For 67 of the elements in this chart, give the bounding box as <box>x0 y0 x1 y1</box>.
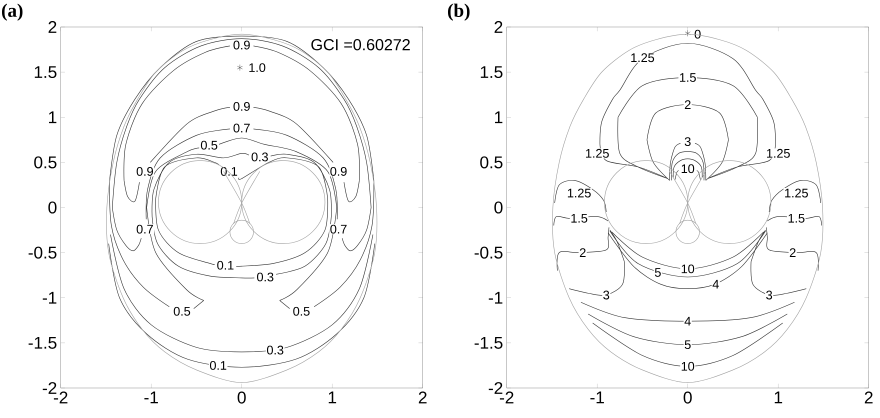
annotation: 0.7 <box>136 224 153 234</box>
annotation: 0.1 <box>220 166 238 176</box>
annotation: 1.25 <box>568 188 591 198</box>
annotation: 1.5 <box>788 214 804 223</box>
y-tick-label: 1 <box>495 111 502 124</box>
y-tick-label: 0 <box>48 201 57 214</box>
annotation: 0.5 <box>174 306 190 316</box>
annotation: 1.25 <box>586 148 609 158</box>
annotation: 4 <box>684 316 691 326</box>
annotation: 0.9 <box>234 102 250 111</box>
y-tick-label: 0.5 <box>480 156 502 168</box>
annotation: 1.25 <box>767 148 790 158</box>
y-tick-label: -0.5 <box>474 246 502 259</box>
x-tick-label: 1 <box>328 392 336 404</box>
y-tick-label: 0.5 <box>34 156 56 168</box>
annotation: 0.3 <box>257 272 274 282</box>
annotation: 3 <box>603 290 610 300</box>
x-tick-label: 0 <box>684 392 692 404</box>
annotation: 0.1 <box>217 260 234 270</box>
annotation: 0.5 <box>293 306 310 316</box>
annotation: 0.3 <box>252 152 268 162</box>
annotation: 2 <box>684 100 691 109</box>
y-tick-label: -1.5 <box>28 336 56 349</box>
x-tick-label: 0 <box>238 392 246 404</box>
x-tick-label: 2 <box>418 392 427 404</box>
y-tick-label: 0 <box>494 201 503 214</box>
annotation: 3 <box>684 137 691 146</box>
annotation: 10 <box>682 264 694 274</box>
y-tick-label: -2 <box>42 382 56 394</box>
y-tick-label: -1 <box>488 292 502 304</box>
annotation: 0.3 <box>266 346 284 355</box>
annotation: 1.5 <box>680 73 696 82</box>
y-tick-label: 2 <box>494 21 502 33</box>
annotation: 0.9 <box>136 166 153 176</box>
annotation: 0.5 <box>200 140 218 150</box>
chart-title: (a) <box>2 4 22 21</box>
y-tick-label: 2 <box>48 21 56 33</box>
annotation: 5 <box>654 268 661 277</box>
annotation: 2 <box>580 248 586 257</box>
annotation: 0 <box>694 30 701 39</box>
y-tick-label: -1.5 <box>474 336 502 349</box>
y-tick-label: 1.5 <box>34 66 56 78</box>
annotation: 10 <box>682 164 694 174</box>
x-tick-label: 2 <box>864 392 873 404</box>
annotation: 0.7 <box>330 224 347 234</box>
y-tick-label: -1 <box>42 292 56 304</box>
annotation: 0.7 <box>234 124 250 133</box>
x-tick-label: 1 <box>774 392 782 404</box>
annotation: 1.5 <box>571 214 588 223</box>
y-tick-label: -2 <box>488 382 502 394</box>
annotation: 1.0 <box>249 63 266 72</box>
annotation: 0.9 <box>330 166 347 176</box>
annotation: 0.1 <box>210 361 226 370</box>
annotation: 2 <box>790 248 796 257</box>
chart-title: (b) <box>448 4 470 21</box>
annotation: 1.25 <box>631 53 654 62</box>
annotation: 4 <box>712 280 719 289</box>
x-tick-label: -1 <box>590 392 604 404</box>
y-tick-label: -0.5 <box>28 246 56 259</box>
annotation: GCI =0.60272 <box>311 39 410 50</box>
y-tick-label: 1 <box>49 111 56 124</box>
y-tick-label: 1.5 <box>480 66 502 78</box>
annotation: 5 <box>684 340 691 350</box>
annotation: 3 <box>766 290 772 300</box>
x-tick-label: -1 <box>144 392 158 404</box>
annotation: 0.9 <box>234 40 250 50</box>
annotation: 1.25 <box>785 188 808 198</box>
